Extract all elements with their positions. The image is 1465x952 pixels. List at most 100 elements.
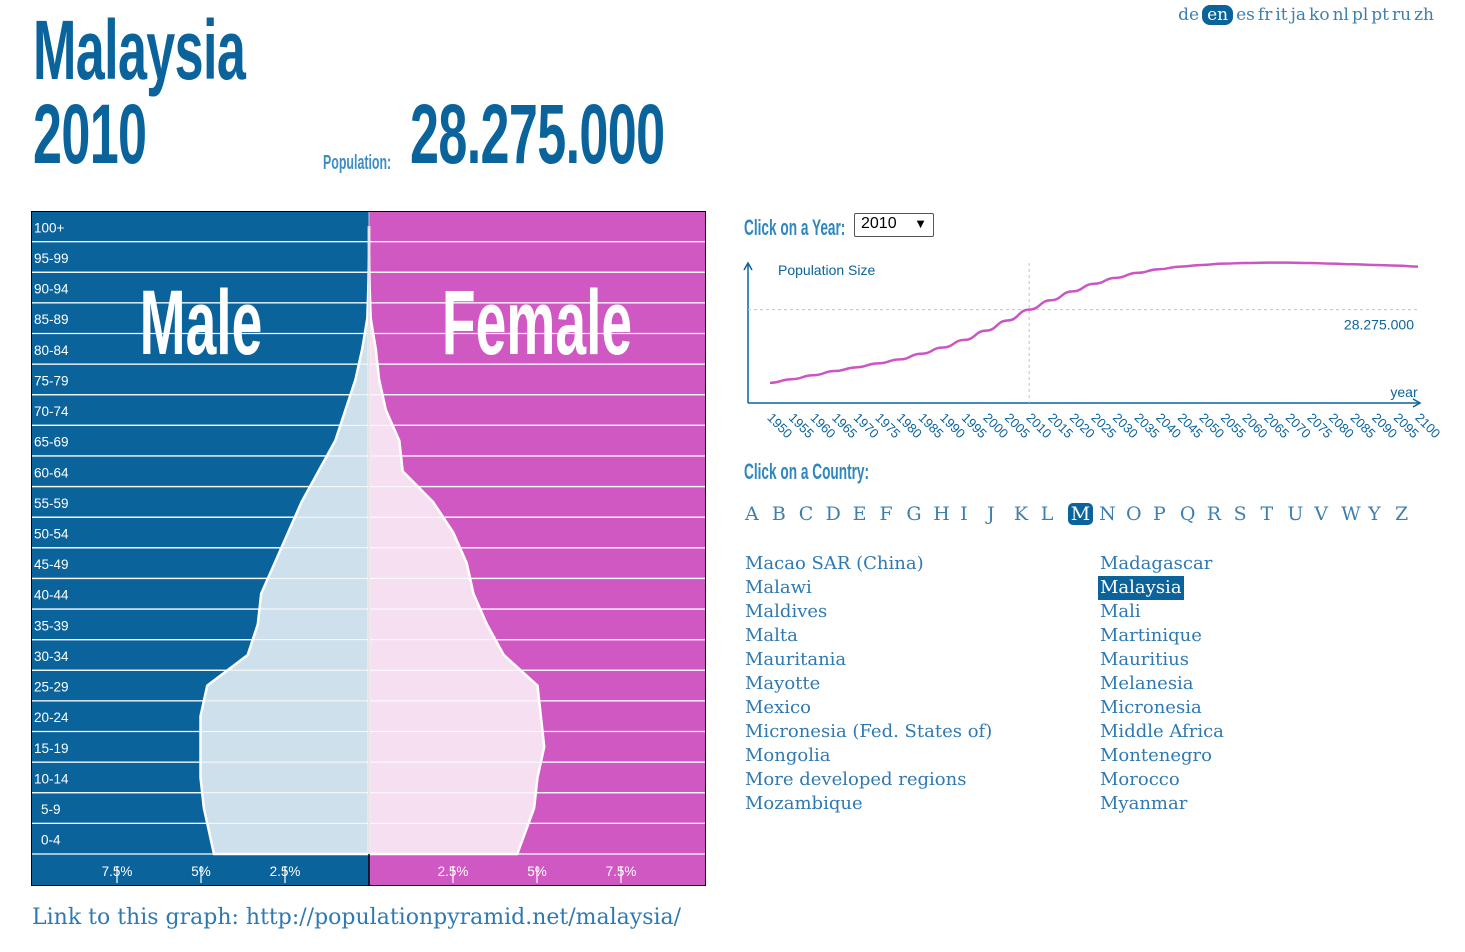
letter-w[interactable]: W [1341, 503, 1361, 525]
letter-h[interactable]: H [933, 503, 950, 525]
letter-j[interactable]: J [987, 503, 995, 525]
country-list-item: Mexico [745, 696, 992, 720]
population-size-chart[interactable]: Population Sizeyear28.275.00019501955196… [740, 255, 1450, 455]
marked-value-label: 28.275.000 [1344, 317, 1414, 333]
chart-title: Population Size [778, 262, 876, 278]
country-link[interactable]: Madagascar [1100, 553, 1213, 574]
country-list-item: Mauritius [1100, 648, 1224, 672]
chevron-down-icon: ▼ [914, 216, 927, 231]
letter-r[interactable]: R [1206, 503, 1222, 525]
language-en[interactable]: en [1202, 5, 1234, 25]
language-ko[interactable]: ko [1309, 5, 1330, 25]
letter-m[interactable]: M [1067, 503, 1094, 525]
year-select-label: Click on a Year: [744, 215, 846, 240]
country-title: Malaysia [33, 3, 246, 97]
country-list-item: Mongolia [745, 744, 992, 768]
letter-z[interactable]: Z [1394, 503, 1409, 525]
pyramid-border [31, 211, 706, 886]
country-list-item: Myanmar [1100, 792, 1224, 816]
age-label: 90-94 [34, 282, 69, 297]
country-link[interactable]: Montenegro [1100, 745, 1212, 766]
letter-v[interactable]: V [1314, 503, 1329, 525]
language-nl[interactable]: nl [1332, 5, 1349, 25]
country-list-item: Mozambique [745, 792, 992, 816]
letter-s[interactable]: S [1233, 503, 1247, 525]
language-ja[interactable]: ja [1290, 5, 1307, 25]
country-list-item: Micronesia [1100, 696, 1224, 720]
year-title: 2010 [33, 87, 147, 181]
x-tick-label: 5% [191, 864, 211, 879]
population-curve [769, 261, 1419, 385]
language-selector: de en es fr it ja ko nl pl pt ru zh [1175, 5, 1434, 25]
female-title: Female [442, 272, 632, 375]
language-de[interactable]: de [1178, 5, 1200, 25]
country-link[interactable]: Mauritius [1100, 649, 1189, 670]
country-list-item: Mayotte [745, 672, 992, 696]
country-link[interactable]: Mali [1100, 601, 1141, 622]
letter-b[interactable]: B [771, 503, 786, 525]
language-fr[interactable]: fr [1257, 5, 1273, 25]
letter-c[interactable]: C [798, 503, 814, 525]
language-es[interactable]: es [1236, 5, 1255, 25]
letter-l[interactable]: L [1040, 503, 1054, 525]
letter-t[interactable]: T [1260, 503, 1274, 525]
x-axis-label: year [1390, 384, 1418, 400]
letter-y[interactable]: Y [1368, 503, 1381, 525]
country-link[interactable]: Melanesia [1100, 673, 1194, 694]
population-value: 28.275.000 [410, 87, 665, 181]
letter-k[interactable]: K [1013, 503, 1029, 525]
country-link[interactable]: Martinique [1100, 625, 1202, 646]
year-select[interactable]: 2010 ▼ [854, 213, 934, 237]
country-link[interactable]: Mauritania [745, 649, 847, 670]
letter-f[interactable]: F [879, 503, 893, 525]
country-link[interactable]: Mozambique [745, 793, 863, 814]
country-link[interactable]: Mongolia [745, 745, 831, 766]
country-link[interactable]: Micronesia (Fed. States of) [745, 721, 993, 742]
x-tick-label: 2.5% [438, 864, 469, 879]
age-label: 5-9 [41, 802, 61, 817]
letter-e[interactable]: E [852, 503, 867, 525]
x-tick-label: 7.5% [606, 864, 637, 879]
country-list-item: Morocco [1100, 768, 1224, 792]
language-pl[interactable]: pl [1351, 5, 1369, 25]
letter-o[interactable]: O [1126, 503, 1142, 525]
country-link[interactable]: Micronesia [1100, 697, 1202, 718]
language-zh[interactable]: zh [1414, 5, 1434, 25]
letter-n[interactable]: N [1099, 503, 1116, 525]
country-link[interactable]: Mexico [745, 697, 811, 718]
age-label: 75-79 [34, 373, 69, 388]
country-link[interactable]: Mayotte [745, 673, 821, 694]
country-link[interactable]: Macao SAR (China) [745, 553, 924, 574]
country-list-item: Micronesia (Fed. States of) [745, 720, 992, 744]
country-link[interactable]: Myanmar [1100, 793, 1188, 814]
graph-link[interactable]: Link to this graph: http://populationpyr… [32, 905, 682, 930]
letter-d[interactable]: D [825, 503, 841, 525]
language-pt[interactable]: pt [1371, 5, 1390, 25]
country-link[interactable]: Maldives [745, 601, 828, 622]
letter-i[interactable]: I [960, 503, 968, 525]
language-ru[interactable]: ru [1392, 5, 1412, 25]
country-link[interactable]: Morocco [1100, 769, 1180, 790]
x-axis-arrow [1412, 398, 1422, 408]
country-select-label: Click on a Country: [744, 459, 870, 484]
country-list-item: Malta [745, 624, 992, 648]
age-label: 55-59 [34, 496, 69, 511]
population-pyramid: 0-4 5-9 10-14 15-19 20-24 25-29 30-34 35-39 40-4… [31, 211, 706, 886]
country-link[interactable]: Malta [745, 625, 798, 646]
age-label: 30-34 [34, 649, 69, 664]
country-link[interactable]: Malawi [745, 577, 812, 598]
letter-q[interactable]: Q [1179, 503, 1196, 525]
letter-u[interactable]: U [1287, 503, 1304, 525]
age-label: 100+ [34, 220, 65, 235]
country-link[interactable]: More developed regions [745, 769, 967, 790]
letter-p[interactable]: P [1152, 503, 1166, 525]
letter-a[interactable]: A [745, 503, 759, 525]
age-label: 95-99 [34, 251, 69, 266]
country-link[interactable]: Malaysia [1098, 576, 1184, 600]
country-list-right: Madagascar Malaysia Mali Martinique Mauritiu… [1098, 552, 1224, 816]
letter-g[interactable]: G [906, 503, 922, 525]
country-link[interactable]: Middle Africa [1100, 721, 1224, 742]
language-it[interactable]: it [1275, 5, 1288, 25]
country-list-item: Malawi [745, 576, 992, 600]
age-label: 40-44 [34, 588, 69, 603]
